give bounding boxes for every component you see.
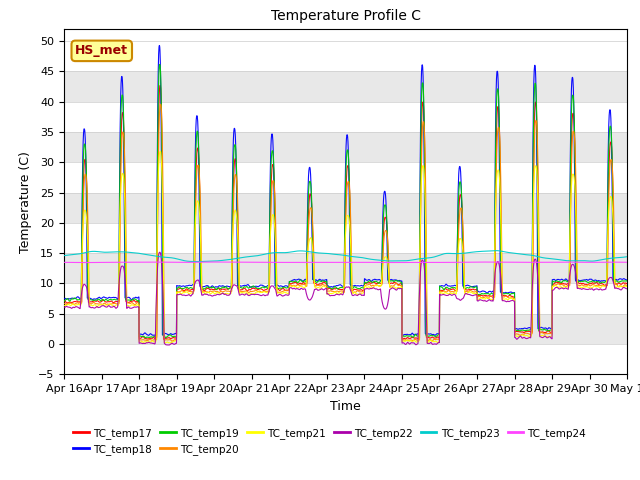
Bar bbox=[64, 192, 627, 223]
Title: Temperature Profile C: Temperature Profile C bbox=[271, 10, 420, 24]
Bar bbox=[64, 132, 627, 162]
Text: HS_met: HS_met bbox=[76, 44, 128, 57]
X-axis label: Time: Time bbox=[330, 400, 361, 413]
Y-axis label: Temperature (C): Temperature (C) bbox=[19, 151, 33, 252]
Bar bbox=[64, 71, 627, 102]
Bar bbox=[64, 314, 627, 344]
Bar bbox=[64, 253, 627, 284]
Legend: TC_temp17, TC_temp18, TC_temp19, TC_temp20, TC_temp21, TC_temp22, TC_temp23, TC_: TC_temp17, TC_temp18, TC_temp19, TC_temp… bbox=[69, 424, 591, 459]
